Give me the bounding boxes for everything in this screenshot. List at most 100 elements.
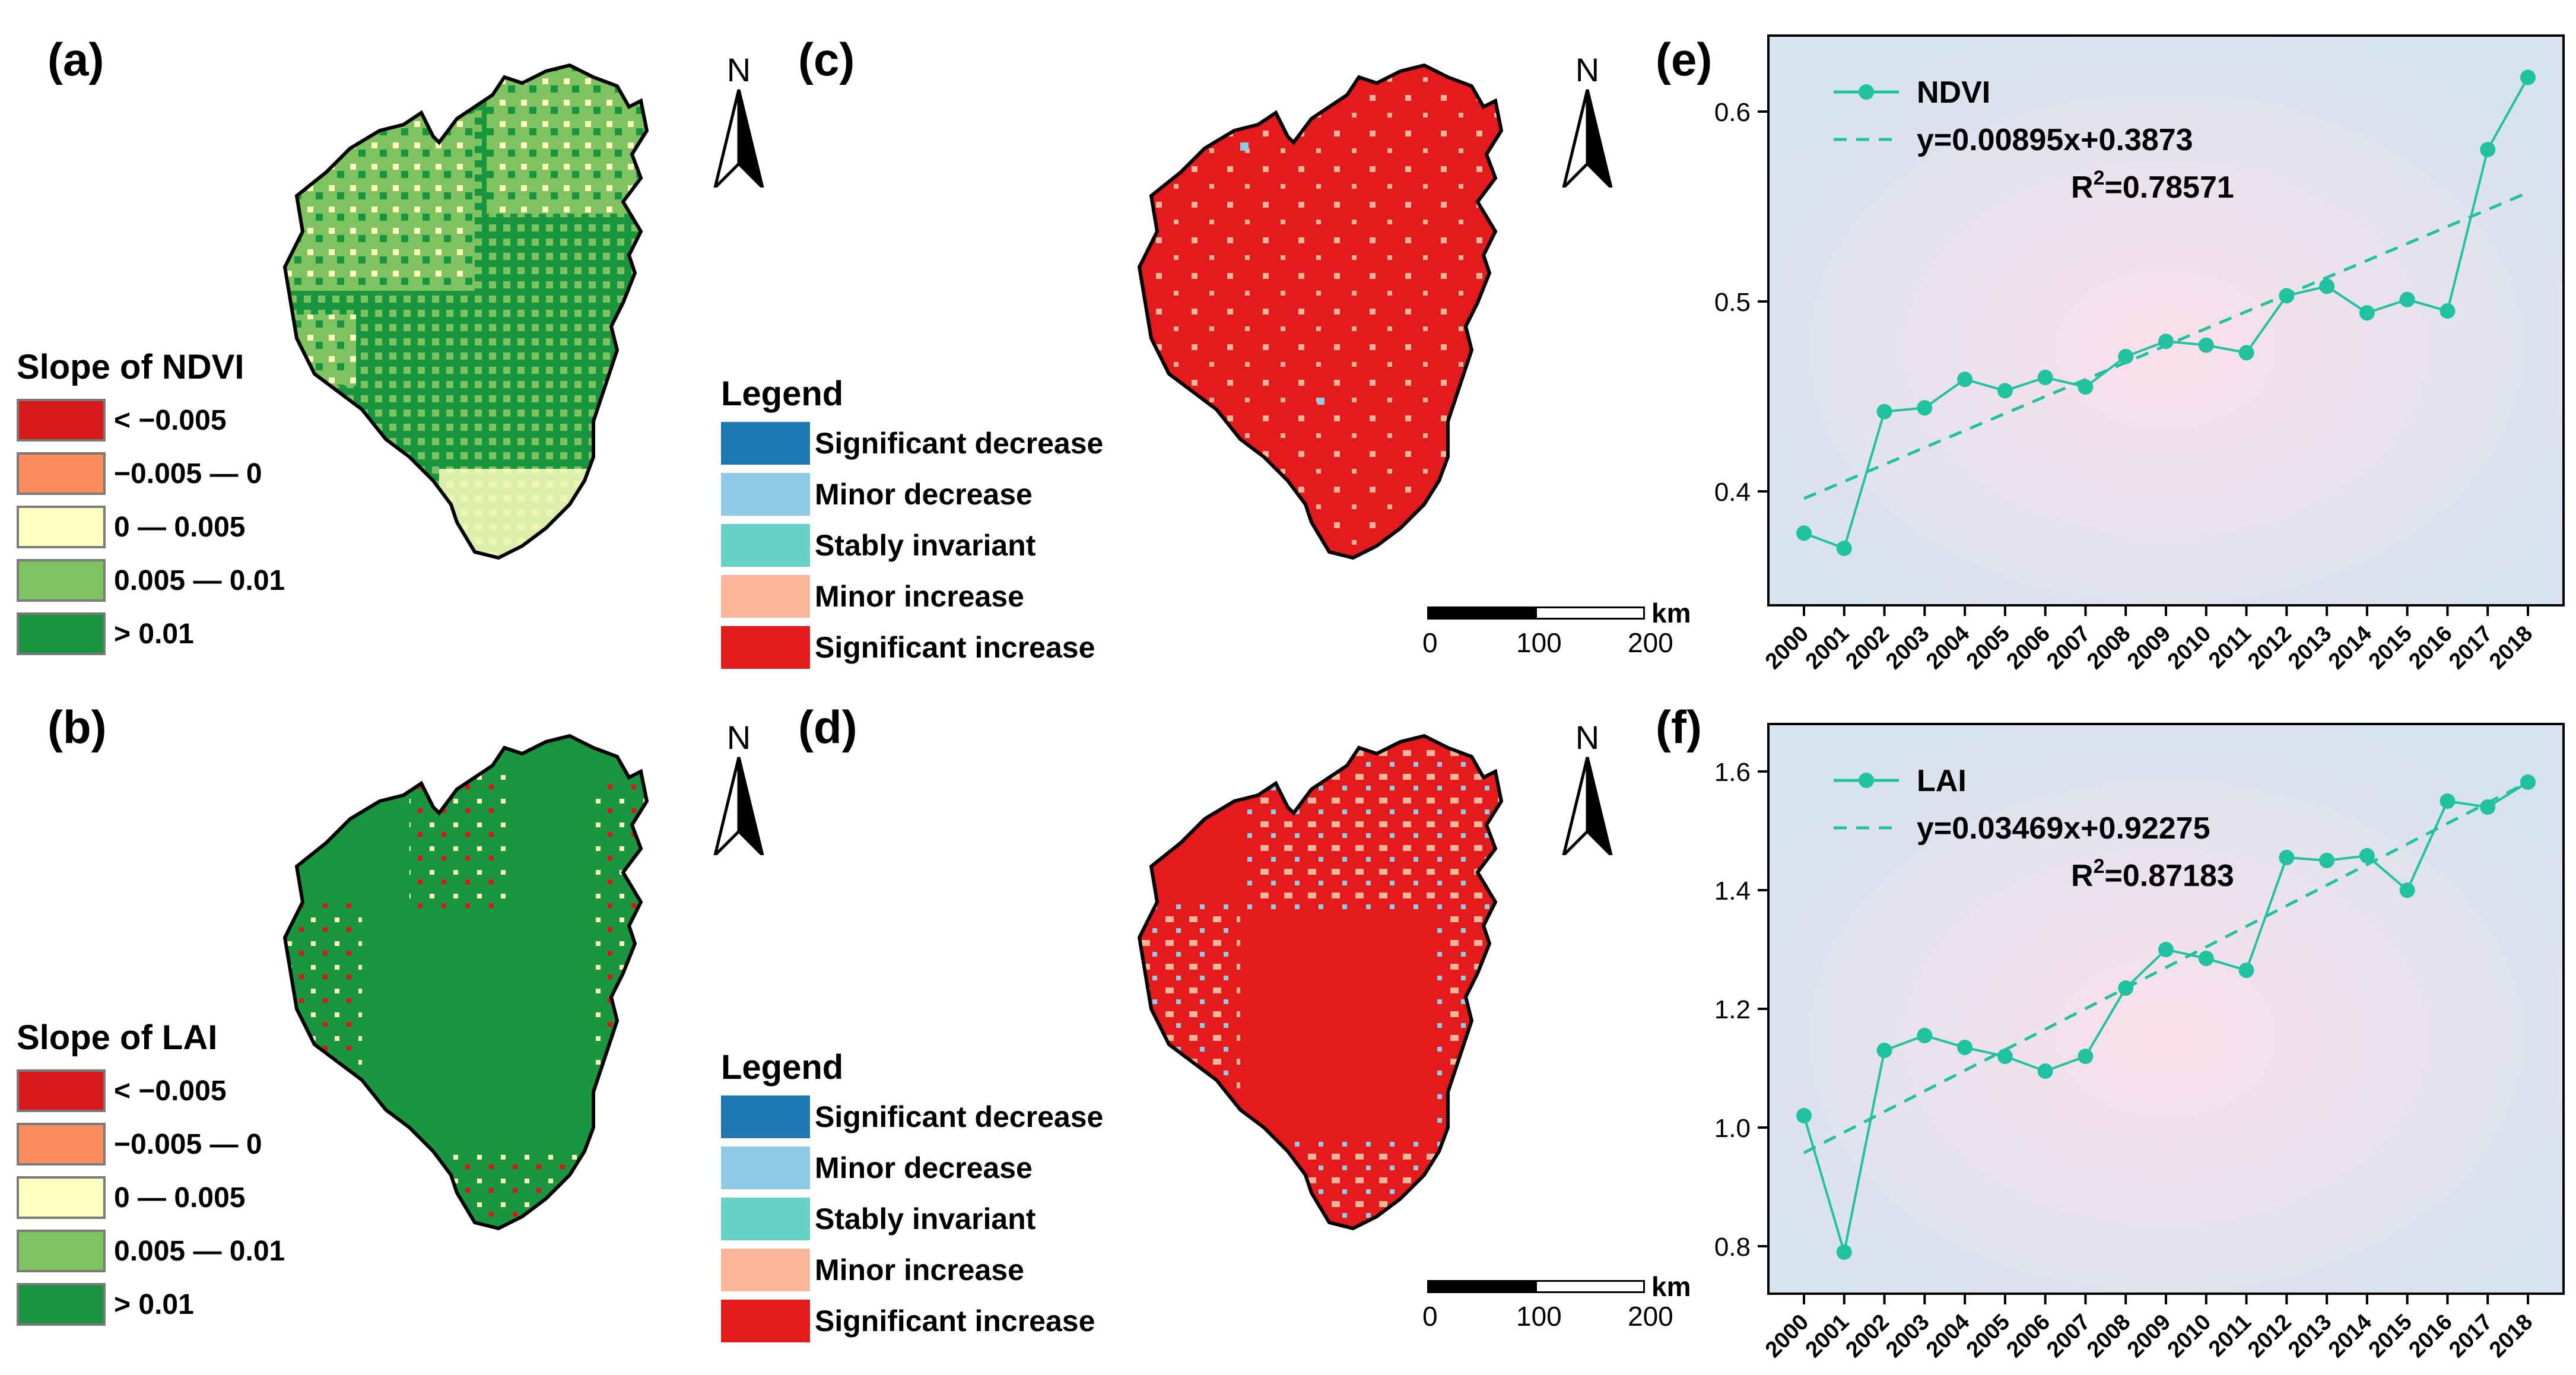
data-point xyxy=(2118,348,2134,364)
legend-label: Significant increase xyxy=(815,631,1095,664)
panel-label-a: (a) xyxy=(47,33,104,85)
data-point xyxy=(2037,1063,2053,1079)
legend-label: Stably invariant xyxy=(815,1202,1036,1236)
legend-swatch xyxy=(17,559,106,602)
legend-swatch xyxy=(17,399,106,442)
data-point xyxy=(1957,371,1973,388)
panel-label-e: (e) xyxy=(1656,33,1713,85)
fit-equation: y=0.03469x+0.92275 xyxy=(1917,811,2210,846)
legend-label: Minor decrease xyxy=(815,478,1033,511)
legend-item: 0.005 — 0.01 xyxy=(17,1228,285,1274)
data-point xyxy=(2279,288,2295,304)
legend-item: 0 — 0.005 xyxy=(17,504,285,550)
scale-tick: 200 xyxy=(1628,1301,1673,1332)
x-tick-label: 2007 xyxy=(2042,1310,2095,1363)
data-point xyxy=(1836,541,1852,556)
legend-swatch xyxy=(721,1147,810,1189)
y-tick-label: 1.0 xyxy=(1714,1114,1751,1143)
legend-item: Stably invariant xyxy=(721,1198,1103,1240)
legend-swatch xyxy=(17,506,106,548)
x-tick-label: 2001 xyxy=(1801,621,1854,674)
legend-item: −0.005 — 0 xyxy=(17,1122,285,1167)
y-tick-label: 0.8 xyxy=(1714,1233,1751,1262)
data-point xyxy=(2359,305,2375,321)
x-tick-label: 2010 xyxy=(2163,621,2216,674)
data-point xyxy=(2158,334,2174,350)
legend-title: Legend xyxy=(721,1048,844,1087)
legend-swatch xyxy=(721,1249,810,1291)
data-point xyxy=(2238,963,2254,978)
data-point xyxy=(2198,337,2214,353)
north-arrow-icon xyxy=(712,757,766,860)
north-arrow-icon xyxy=(1561,757,1614,860)
legend-item: < −0.005 xyxy=(17,1068,285,1113)
scale-tick: 100 xyxy=(1516,627,1562,658)
data-point xyxy=(2037,370,2053,385)
y-tick-label: 1.6 xyxy=(1714,758,1751,787)
legend-label: Significant increase xyxy=(815,1304,1095,1338)
data-point xyxy=(1997,383,2013,399)
legend-swatch xyxy=(721,575,810,618)
data-point xyxy=(2078,379,2094,395)
legend-label: 0.005 — 0.01 xyxy=(114,564,285,596)
legend-swatch xyxy=(17,612,106,655)
legend-swatch xyxy=(721,1095,810,1138)
legend-label: 0.005 — 0.01 xyxy=(114,1235,285,1267)
x-tick-label: 2013 xyxy=(2283,621,2336,674)
x-tick-label: 2017 xyxy=(2444,1310,2497,1363)
x-tick-label: 2005 xyxy=(1962,621,2015,674)
data-point xyxy=(2440,303,2456,319)
r-squared: R2=0.87183 xyxy=(2071,855,2234,893)
x-tick-label: 2014 xyxy=(2324,621,2377,674)
north-arrow-b: N xyxy=(706,721,771,860)
legend-swatch xyxy=(721,473,810,516)
legend-label: 0 — 0.005 xyxy=(114,511,246,543)
legend-label: Significant decrease xyxy=(815,1100,1104,1133)
x-tick-label: 2010 xyxy=(2163,1310,2216,1363)
x-tick-label: 2003 xyxy=(1881,621,1934,674)
x-tick-label: 2000 xyxy=(1761,1310,1813,1363)
scale-unit: km xyxy=(1651,1271,1691,1302)
x-tick-label: 2011 xyxy=(2204,1310,2256,1362)
legend-item: Significant increase xyxy=(721,626,1103,669)
legend-label: Stably invariant xyxy=(815,529,1036,562)
north-arrow-a: N xyxy=(706,51,771,193)
data-point xyxy=(2480,142,2496,157)
legend-item: −0.005 — 0 xyxy=(17,451,285,496)
legend-label: < −0.005 xyxy=(114,404,227,436)
x-tick-label: 2004 xyxy=(1921,1310,1974,1363)
scale-bar-white xyxy=(1535,606,1645,620)
y-tick-label: 1.2 xyxy=(1714,995,1751,1024)
legend-series-marker xyxy=(1859,84,1874,100)
legend-item: > 0.01 xyxy=(17,1282,285,1327)
x-tick-label: 2018 xyxy=(2485,621,2537,674)
north-arrow-c: N xyxy=(1555,51,1620,193)
x-tick-label: 2017 xyxy=(2444,621,2497,674)
north-label: N xyxy=(1575,51,1600,88)
panel-label-f: (f) xyxy=(1656,701,1702,753)
x-tick-label: 2012 xyxy=(2243,1310,2296,1363)
legend-title: Legend xyxy=(721,374,844,413)
legend-item: Significant decrease xyxy=(721,1095,1103,1138)
scale-tick: 100 xyxy=(1516,1301,1562,1332)
trend-line xyxy=(1803,780,2529,1154)
data-point xyxy=(1997,1049,2013,1064)
data-point xyxy=(2238,345,2254,361)
data-point xyxy=(2520,774,2536,790)
legend-item: 0.005 — 0.01 xyxy=(17,558,285,603)
legend-label: −0.005 — 0 xyxy=(114,1128,262,1160)
legend-c: Legend Significant decrease Minor decrea… xyxy=(721,374,1103,677)
north-label: N xyxy=(726,51,751,88)
x-tick-label: 2002 xyxy=(1841,1310,1894,1363)
legend-swatch xyxy=(17,1283,106,1326)
x-tick-label: 2015 xyxy=(2364,1310,2417,1363)
legend-b: Slope of LAI < −0.005 −0.005 — 0 0 — 0.0… xyxy=(17,1018,285,1335)
legend-label: > 0.01 xyxy=(114,1288,194,1320)
legend-swatch xyxy=(17,452,106,495)
north-label: N xyxy=(1575,719,1600,756)
data-point xyxy=(1876,404,1892,420)
x-tick-label: 2014 xyxy=(2324,1310,2377,1363)
data-point xyxy=(2480,799,2496,815)
legend-item: 0 — 0.005 xyxy=(17,1175,285,1220)
x-tick-label: 2011 xyxy=(2204,621,2256,674)
